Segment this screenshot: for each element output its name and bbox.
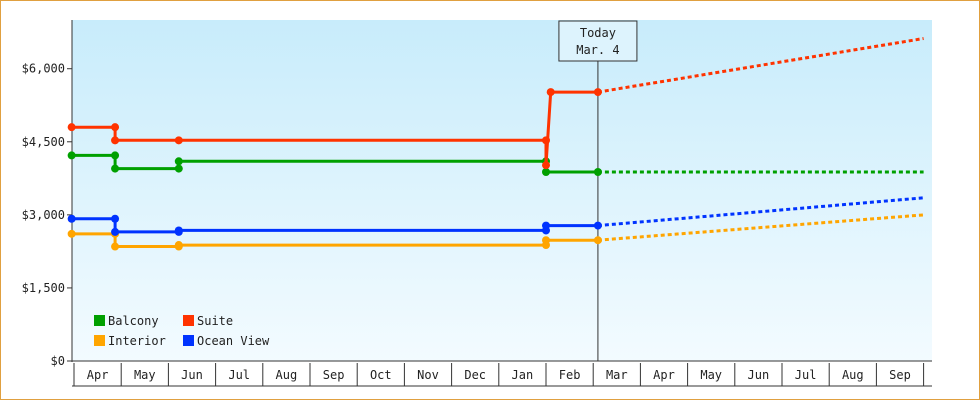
y-tick-label: $4,500	[22, 135, 65, 149]
data-point-balcony	[67, 151, 76, 160]
data-point-balcony	[111, 164, 120, 173]
data-point-suite	[546, 88, 555, 97]
data-point-suite	[174, 136, 183, 145]
legend-label-ocean-view: Ocean View	[197, 334, 270, 348]
data-point-suite	[111, 123, 120, 132]
x-tick-label: Nov	[417, 368, 439, 382]
data-point-ocean-view	[111, 214, 120, 223]
legend-swatch-suite	[183, 315, 194, 326]
x-tick-label: Aug	[276, 368, 298, 382]
y-tick-label: $0	[51, 354, 65, 368]
y-tick-label: $3,000	[22, 208, 65, 222]
data-point-suite	[542, 161, 550, 170]
data-point-ocean-view	[542, 221, 550, 230]
y-tick-label: $1,500	[22, 281, 65, 295]
data-point-balcony	[542, 167, 550, 176]
data-point-interior	[67, 229, 76, 238]
forecast-line-suite	[597, 37, 924, 94]
legend-swatch-ocean-view	[183, 335, 194, 346]
x-tick-label: Feb	[559, 368, 581, 382]
data-point-ocean-view	[174, 226, 183, 235]
data-point-balcony	[174, 157, 183, 166]
data-point-suite	[593, 88, 602, 97]
today-box	[558, 20, 638, 62]
data-point-balcony	[174, 164, 183, 173]
x-tick-label: Sep	[323, 368, 345, 382]
x-tick-label: Jun	[181, 368, 203, 382]
data-point-ocean-view	[593, 221, 602, 230]
today-date: Mar. 4	[576, 43, 619, 57]
data-point-suite	[542, 136, 550, 145]
legend-swatch-interior	[94, 335, 105, 346]
x-tick-label: Sep	[889, 368, 911, 382]
x-tick-label: Oct	[370, 368, 392, 382]
plot-area	[72, 20, 932, 361]
data-point-ocean-view	[67, 214, 76, 223]
x-axis: Apr May Jun Jul Aug Sep Oct Nov Dec Jan Feb Mar Apr M…	[72, 360, 932, 387]
data-point-interior	[542, 236, 550, 245]
forecast-line-interior	[597, 213, 924, 242]
data-point-interior	[593, 236, 602, 245]
data-point-ocean-view	[111, 227, 120, 236]
x-tick-label: May	[700, 368, 722, 382]
legend-label-suite: Suite	[197, 314, 233, 328]
x-tick-label: Aug	[842, 368, 864, 382]
data-point-balcony	[111, 151, 120, 160]
x-tick-label: Jul	[795, 368, 817, 382]
x-tick-label: Apr	[653, 368, 675, 382]
today-marker: Today Mar. 4	[558, 20, 638, 361]
data-point-suite	[111, 136, 120, 145]
x-tick-label: Apr	[87, 368, 109, 382]
x-tick-label: Dec	[464, 368, 486, 382]
legend-label-balcony: Balcony	[108, 314, 159, 328]
data-point-balcony	[593, 167, 602, 176]
data-point-interior	[111, 242, 120, 251]
x-tick-label: Mar	[606, 368, 628, 382]
x-tick-label: Jun	[748, 368, 770, 382]
series-lines	[67, 37, 924, 251]
y-tick-label: $6,000	[22, 62, 65, 76]
x-tick-label: May	[134, 368, 156, 382]
y-axis: $0 $1,500 $3,000 $4,500 $6,000	[22, 20, 73, 368]
legend: Balcony Suite Interior Ocean View	[94, 314, 270, 348]
data-point-suite	[67, 123, 76, 132]
legend-swatch-balcony	[94, 315, 105, 326]
data-point-interior	[174, 241, 183, 250]
legend-label-interior: Interior	[108, 334, 166, 348]
forecast-line-ocean-view	[597, 196, 924, 228]
x-tick-label: Jan	[512, 368, 534, 382]
today-label: Today	[580, 26, 616, 40]
x-tick-label: Jul	[228, 368, 250, 382]
